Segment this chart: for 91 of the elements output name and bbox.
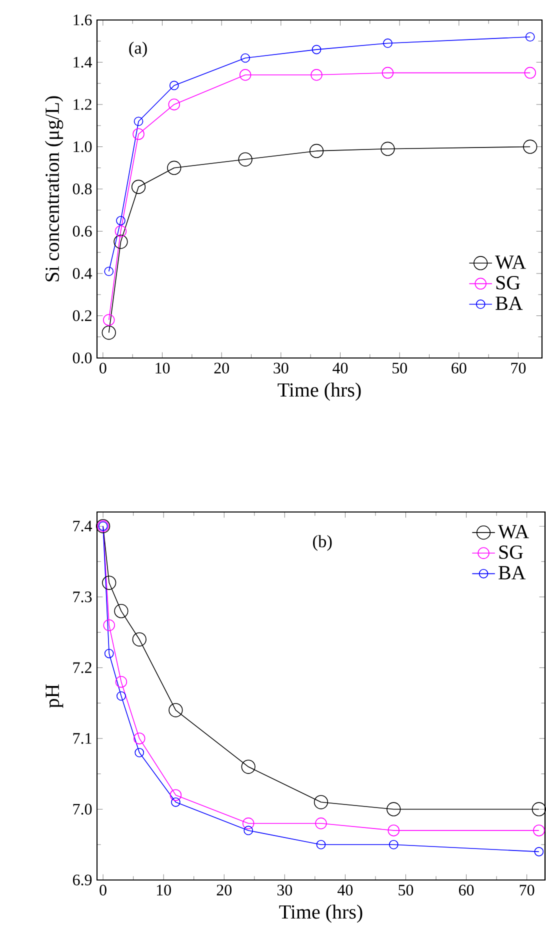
x-tick-label: 30: [274, 362, 288, 374]
point: [383, 38, 392, 48]
y-tick-label: 7.4: [73, 520, 92, 532]
annotation: (a): [129, 42, 147, 58]
x-axis-title: Time (hrs): [278, 382, 361, 401]
point: [524, 66, 536, 79]
point: [533, 824, 545, 836]
point: [380, 142, 395, 156]
x-tick-label: 10: [156, 362, 170, 374]
point: [116, 216, 126, 226]
point: [523, 140, 538, 154]
y-tick-label: 7.3: [73, 592, 92, 602]
point: [169, 80, 179, 90]
point: [314, 795, 328, 810]
point: [114, 234, 128, 249]
point: [104, 266, 114, 276]
legend-label: BA: [498, 566, 526, 580]
point: [134, 732, 146, 744]
legend-label: WA: [498, 524, 529, 538]
point: [103, 619, 115, 632]
point: [386, 802, 401, 816]
point: [309, 144, 324, 158]
x-tick-label: 50: [398, 884, 414, 896]
point: [170, 789, 182, 801]
point: [168, 703, 183, 718]
point: [534, 847, 544, 856]
x-tick-label: 40: [332, 362, 348, 374]
point: [241, 760, 256, 774]
annotation: (b): [313, 535, 332, 551]
point: [102, 326, 116, 340]
point: [131, 180, 146, 194]
x-axis-title: Time (hrs): [279, 904, 362, 923]
point: [316, 840, 326, 850]
point: [132, 128, 144, 140]
y-tick-label: 6.9: [72, 874, 92, 886]
point: [244, 826, 254, 836]
point: [315, 818, 327, 830]
x-tick-label: 0: [100, 362, 106, 374]
y-tick-label: 0.6: [72, 226, 92, 237]
y-tick-label: 0.4: [72, 268, 92, 279]
point: [115, 676, 128, 688]
x-tick-label: 50: [392, 362, 407, 374]
point: [116, 691, 126, 701]
point: [102, 576, 116, 590]
point: [134, 116, 144, 126]
point: [171, 797, 180, 807]
y-tick-label: 0.2: [72, 310, 92, 322]
y-tick-label: 7.0: [73, 804, 92, 815]
x-tick-label: 60: [452, 362, 466, 374]
point: [114, 604, 128, 618]
point: [114, 225, 127, 238]
y-tick-label: 0.0: [72, 352, 92, 364]
y-tick-label: 1.4: [74, 56, 92, 68]
y-tick-label: 1.2: [74, 99, 92, 110]
legend-label: SG: [496, 276, 520, 290]
x-tick-label: 20: [214, 362, 229, 374]
point: [168, 98, 180, 110]
x-tick-label: 10: [156, 884, 171, 896]
point: [388, 824, 400, 836]
y-axis-title: pH: [46, 684, 64, 708]
point: [242, 818, 254, 830]
y-tick-label: 7.1: [73, 733, 92, 744]
y-tick-label: 1.6: [74, 14, 92, 26]
x-tick-label: 60: [458, 884, 474, 896]
point: [382, 66, 394, 79]
x-tick-label: 20: [216, 884, 232, 896]
y-axis-title: Si concentration (μg/L): [44, 96, 64, 282]
point: [240, 53, 250, 63]
y-tick-label: 1.0: [74, 141, 92, 152]
x-tick-label: 70: [520, 884, 534, 896]
point: [132, 632, 146, 646]
legend-label: BA: [496, 296, 523, 310]
point: [312, 44, 322, 54]
legend-label: SG: [499, 546, 523, 559]
y-tick-label: 7.2: [73, 662, 92, 674]
x-tick-label: 70: [511, 362, 526, 374]
point: [134, 748, 144, 758]
point: [388, 840, 398, 850]
x-tick-label: 40: [338, 884, 353, 896]
point: [167, 160, 182, 175]
point: [525, 32, 535, 42]
legend-label: WA: [495, 256, 526, 270]
point: [532, 802, 546, 816]
point: [310, 69, 322, 81]
point: [103, 314, 115, 326]
point: [238, 152, 252, 166]
y-tick-label: 0.8: [72, 184, 92, 194]
x-tick-label: 30: [277, 884, 292, 896]
point: [239, 69, 252, 81]
point: [104, 648, 114, 658]
x-tick-label: 0: [100, 884, 106, 896]
